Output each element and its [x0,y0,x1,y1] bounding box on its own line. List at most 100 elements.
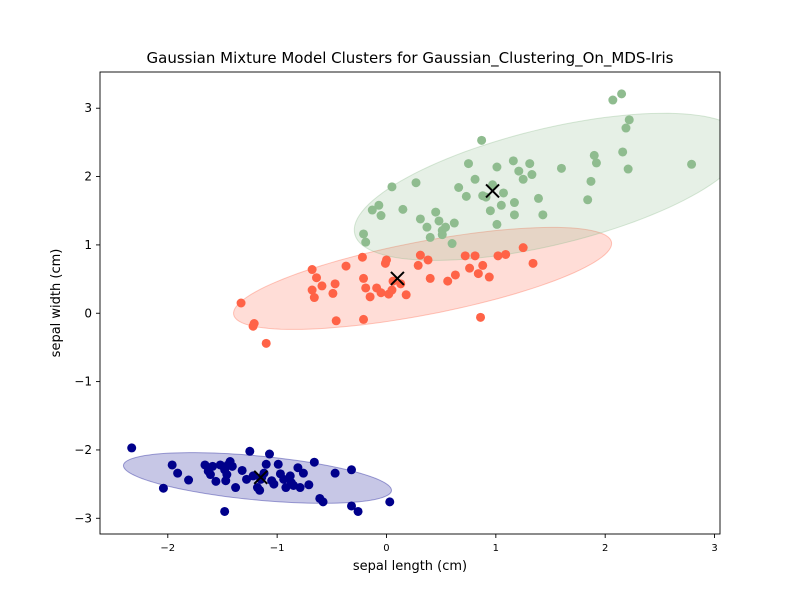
data-point [127,443,137,453]
data-point [411,178,421,188]
data-point [450,270,460,280]
data-point [376,288,386,298]
data-point [454,183,464,192]
data-point [261,338,271,348]
data-point [307,265,317,275]
chart-title: Gaussian Mixture Model Clusters for Gaus… [147,49,674,68]
data-point [508,156,518,166]
data-point [312,273,322,283]
data-point [298,468,308,478]
data-point [376,211,386,221]
data-point [385,497,395,507]
y-tick-label: 3 [84,101,92,115]
data-point [447,239,457,249]
data-point [476,312,486,322]
data-point [591,158,601,168]
data-point [623,164,633,174]
data-point [478,191,488,201]
data-point [328,288,338,298]
data-point [498,188,508,198]
data-point [167,460,177,470]
data-point [485,206,495,216]
data-point [269,479,279,489]
data-point [415,214,425,224]
data-point [255,485,265,495]
data-point [431,207,441,217]
data-point [205,470,215,480]
data-point [264,449,274,459]
data-point [293,463,303,473]
data-point [473,269,483,279]
data-point [509,210,519,220]
data-point [443,276,453,286]
data-point [493,251,503,261]
data-point [273,459,283,469]
data-point [248,471,258,481]
data-point [388,276,398,286]
cluster-center-marker-2 [485,183,500,199]
data-point [309,293,319,303]
data-point [518,243,528,253]
data-point [449,218,459,228]
data-point [365,292,375,302]
data-point [261,459,271,469]
data-point [361,283,371,293]
data-point [528,258,538,268]
data-point [422,222,432,232]
data-point [347,501,356,511]
data-point [304,480,314,490]
data-point [413,260,423,270]
data-point [184,475,194,485]
data-point [492,162,502,172]
data-point [618,147,628,157]
data-point [347,465,356,475]
data-point [398,204,408,214]
data-point [359,273,369,283]
data-point [220,506,230,516]
cluster-center-marker-0 [253,470,268,485]
data-point [211,476,221,486]
y-tick-label: 1 [84,238,92,252]
data-point [441,222,451,232]
data-point [318,497,328,507]
x-axis-label: sepal length (cm) [353,559,467,574]
data-point [434,216,444,226]
cluster-center-marker-1 [390,271,405,286]
y-tick-label: −2 [74,443,92,457]
y-tick-label: 0 [84,306,92,320]
scatter-points [127,89,697,516]
data-point [470,174,480,184]
data-point [464,159,473,169]
data-point [583,195,593,205]
cluster-ellipse-1 [233,226,613,330]
data-point [525,159,535,169]
data-point [173,468,183,478]
x-tick-label: 3 [711,543,717,554]
y-tick-label: 2 [84,170,92,184]
plot-frame [99,71,721,535]
data-point [361,237,371,247]
data-point [423,255,433,265]
data-point [309,457,319,467]
data-point [227,461,237,471]
data-point [317,281,327,291]
data-point [461,191,471,201]
data-point [621,123,631,133]
data-point [488,180,498,190]
data-point [208,461,218,471]
data-point [374,200,384,210]
data-point [353,506,363,516]
y-axis-label: sepal width (cm) [49,249,64,358]
data-point [330,279,340,289]
data-point [425,232,435,242]
x-tick-label: 2 [602,543,608,554]
data-point [477,135,487,145]
data-point [624,115,634,125]
data-point [367,205,377,215]
data-point [381,255,391,265]
data-point [538,210,548,220]
data-point [617,89,627,99]
data-point [387,285,397,295]
data-point [608,95,618,105]
